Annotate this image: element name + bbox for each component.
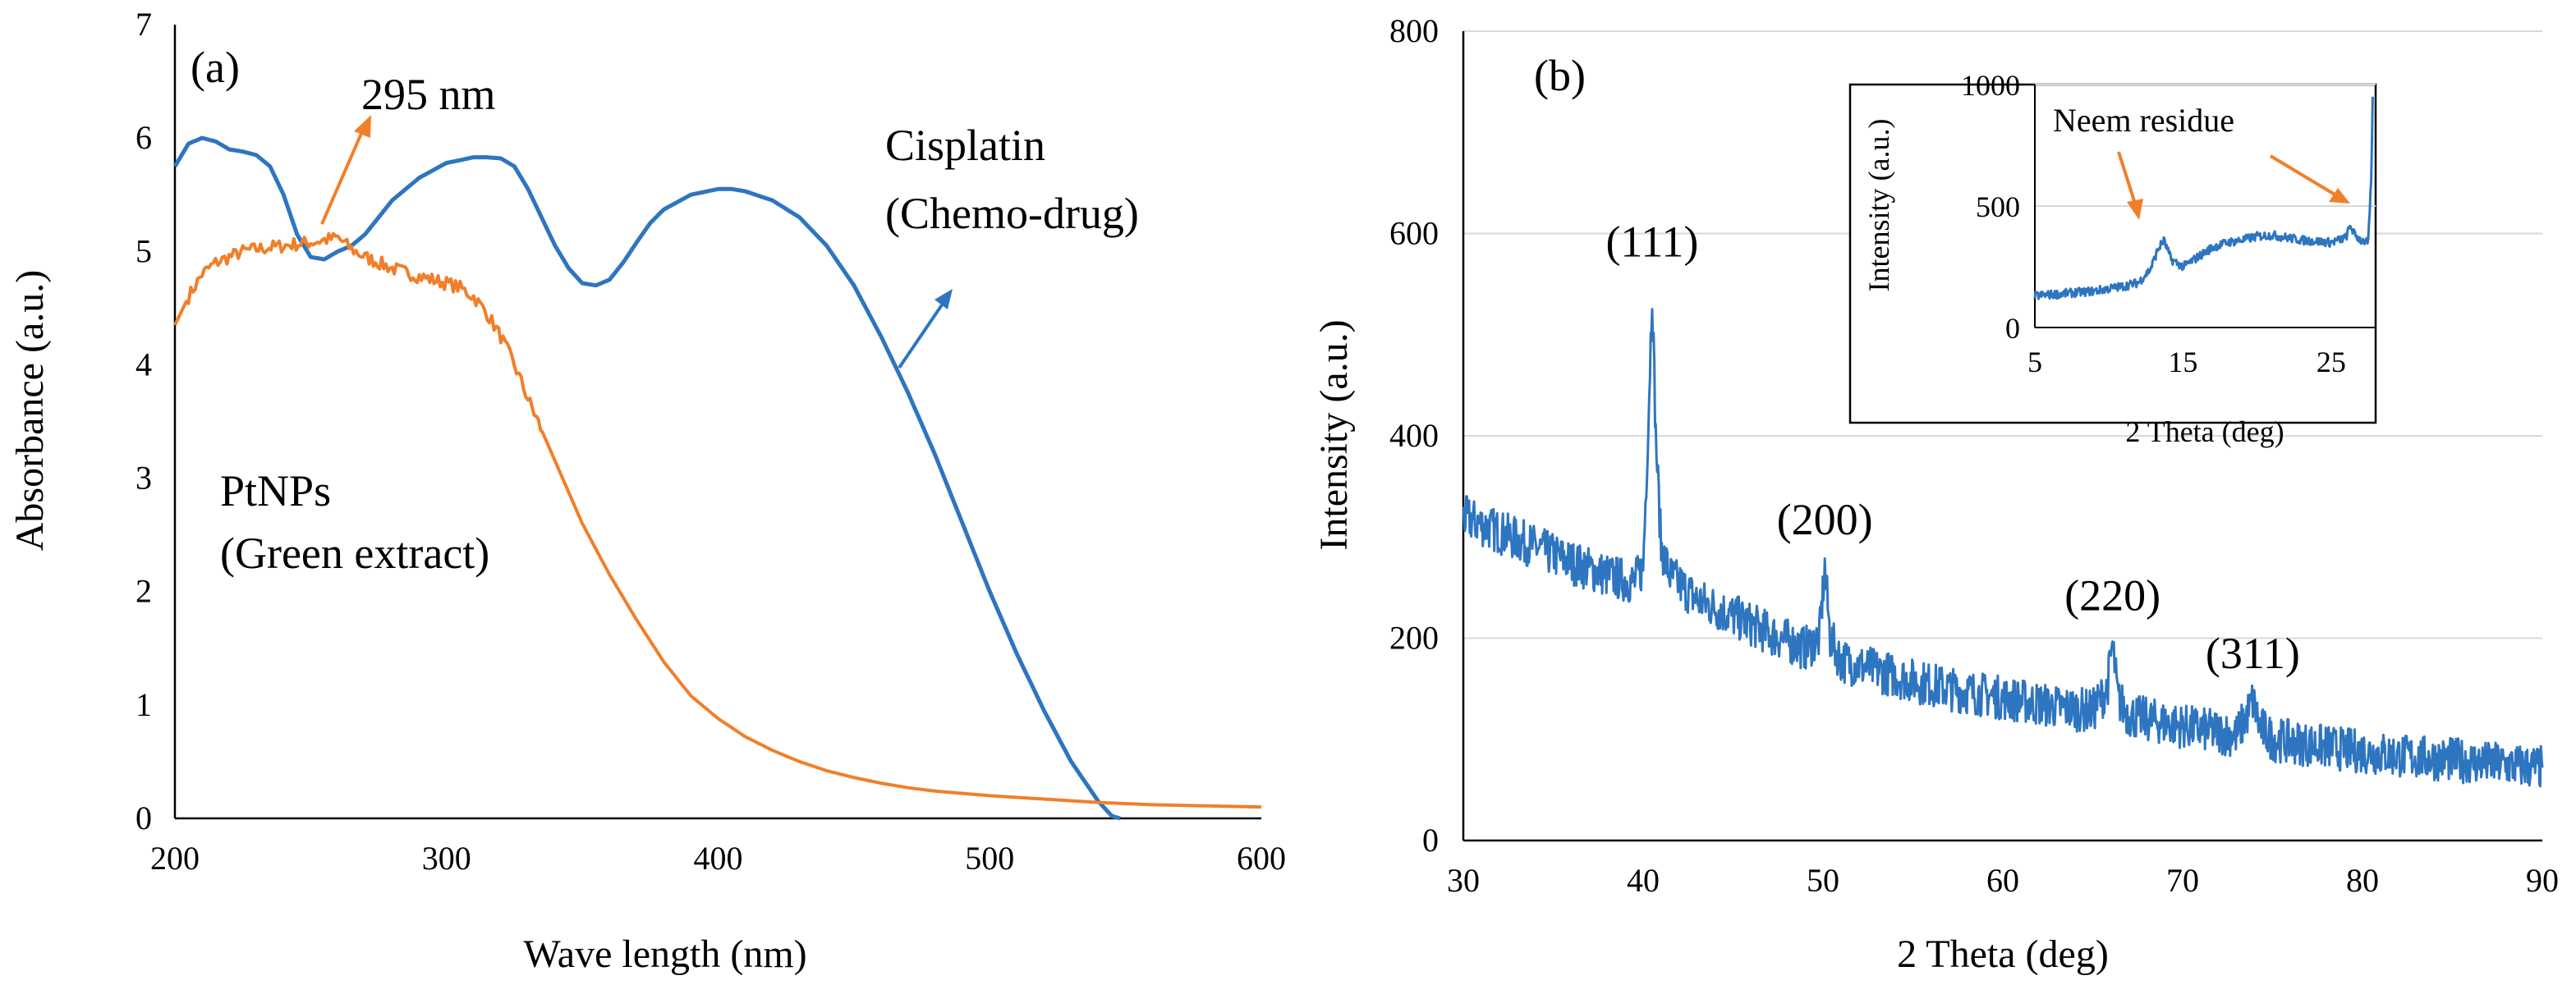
panel-b-x-tick-label: 80 xyxy=(2346,862,2379,899)
panel-b-x-tick-label: 60 xyxy=(1986,862,2019,899)
inset-x-tick-label: 25 xyxy=(2317,346,2346,378)
panel-b-y-tick-label: 400 xyxy=(1389,417,1439,454)
ptnps-series-line xyxy=(173,231,1262,809)
panel-a-x-axis-title: Wave length (nm) xyxy=(523,932,806,976)
inset-y-ticks: 0 500 1000 xyxy=(1961,69,2020,345)
neem-residue-label: Neem residue xyxy=(2053,102,2234,139)
panel-b-y-tick-label: 200 xyxy=(1389,620,1439,657)
inset-gridlines xyxy=(2035,84,2376,207)
inset-y-axis-title: Intensity (a.u.) xyxy=(1862,119,1895,292)
inset-x-ticks: 5 15 25 xyxy=(2027,346,2346,378)
cisplatin-label: Cisplatin xyxy=(885,121,1045,170)
panel-a-chart: 0 1 2 3 4 5 6 7 200 300 400 500 600 Wave length (nm… xyxy=(8,6,1286,976)
panel-a-y-tick-label: 7 xyxy=(135,6,152,43)
panel-a-x-tick-label: 300 xyxy=(422,840,471,877)
panel-a-x-tick-label: 600 xyxy=(1237,840,1286,877)
inset-series xyxy=(2033,96,2374,300)
panel-b-x-tick-label: 70 xyxy=(2166,862,2199,899)
panel-b-y-tick-label: 0 xyxy=(1422,822,1439,859)
panel-a-x-tick-label: 200 xyxy=(150,840,200,877)
panel-a-y-tick-label: 0 xyxy=(135,799,152,836)
panel-b-y-axis-title: Intensity (a.u.) xyxy=(1312,319,1356,550)
panel-a-series xyxy=(172,135,1262,821)
ptnps-sublabel: (Green extract) xyxy=(220,529,489,578)
inset-series-line xyxy=(2033,96,2374,300)
panel-b-inset: 0 500 1000 5 15 25 2 Theta (deg) Intensity (… xyxy=(1848,69,2377,448)
panel-a-y-tick-label: 4 xyxy=(135,346,152,382)
panel-a-y-ticks: 0 1 2 3 4 5 6 7 xyxy=(135,6,152,836)
cisplatin-series-line xyxy=(172,135,1121,821)
peak-label: (311) xyxy=(2206,629,2300,678)
cisplatin-sublabel: (Chemo-drug) xyxy=(885,189,1139,238)
panel-b-peak-labels: (111) (200) (220) (311) xyxy=(1605,217,2299,678)
panel-a-label: (a) xyxy=(191,43,240,92)
panel-b-y-tick-label: 800 xyxy=(1389,12,1439,49)
panel-a-x-tick-label: 500 xyxy=(965,840,1014,877)
panel-a-y-tick-label: 6 xyxy=(135,119,152,156)
inset-y-tick-label: 0 xyxy=(2005,312,2020,345)
panel-a-y-tick-label: 3 xyxy=(135,460,152,497)
panel-b-x-axis-title: 2 Theta (deg) xyxy=(1897,932,2109,976)
panel-b-x-ticks: 30 40 50 60 70 80 90 xyxy=(1447,862,2559,899)
panel-a-y-tick-label: 2 xyxy=(135,573,152,610)
peak-295nm-label: 295 nm xyxy=(361,70,496,119)
panel-a-y-axis-title: Absorbance (a.u.) xyxy=(8,270,52,552)
panel-b-series xyxy=(1462,308,2544,788)
peak-295nm-arrow xyxy=(320,115,371,225)
panel-b-x-tick-label: 30 xyxy=(1447,862,1480,899)
peak-label: (220) xyxy=(2064,571,2160,621)
panel-a-x-tick-label: 400 xyxy=(694,840,743,877)
panel-b-x-tick-label: 40 xyxy=(1627,862,1660,899)
panel-b-y-tick-label: 600 xyxy=(1389,215,1439,252)
peak-label: (200) xyxy=(1777,495,1873,544)
ptnps-label: PtNPs xyxy=(220,466,331,515)
cisplatin-arrow xyxy=(898,289,953,369)
panel-b-x-tick-label: 50 xyxy=(1807,862,1839,899)
neem-arrow-right xyxy=(2269,154,2350,204)
inset-y-tick-label: 500 xyxy=(1976,190,2020,223)
peak-label: (111) xyxy=(1605,217,1698,266)
panel-a-x-ticks: 200 300 400 500 600 xyxy=(150,840,1286,877)
panel-b-x-tick-label: 90 xyxy=(2526,862,2559,899)
inset-frame xyxy=(1848,83,2377,424)
inset-x-tick-label: 5 xyxy=(2027,346,2042,378)
panel-a-y-tick-label: 1 xyxy=(135,686,152,723)
panel-b-y-ticks: 0 200 400 600 800 xyxy=(1389,12,1439,859)
inset-x-tick-label: 15 xyxy=(2168,346,2197,378)
inset-x-axis-title: 2 Theta (deg) xyxy=(2125,415,2284,448)
panel-b-label: (b) xyxy=(1534,51,1586,100)
inset-y-tick-label: 1000 xyxy=(1961,69,2020,102)
neem-arrow-left xyxy=(2117,151,2143,220)
panel-a-y-tick-label: 5 xyxy=(135,232,152,269)
xrd-series-line xyxy=(1462,308,2544,788)
